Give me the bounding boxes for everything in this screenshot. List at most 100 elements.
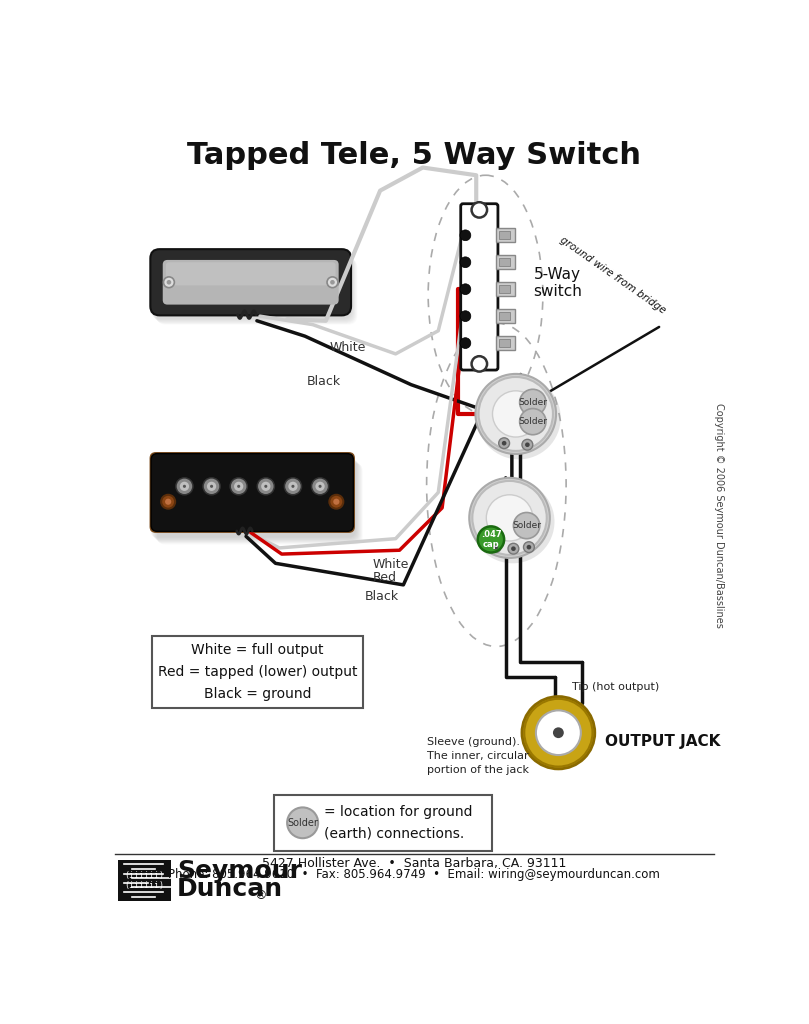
Text: White = full output
Red = tapped (lower) output
Black = ground: White = full output Red = tapped (lower)… — [158, 643, 358, 700]
Circle shape — [523, 542, 535, 553]
Circle shape — [231, 478, 247, 494]
Text: 5-Way
switch: 5-Way switch — [534, 267, 582, 299]
Text: Black: Black — [307, 375, 341, 388]
Circle shape — [183, 484, 186, 487]
Circle shape — [472, 481, 547, 555]
Circle shape — [460, 230, 471, 241]
Circle shape — [288, 481, 298, 490]
Circle shape — [327, 276, 338, 288]
Text: Duncan: Duncan — [177, 877, 283, 901]
Text: White: White — [330, 341, 366, 354]
Circle shape — [316, 481, 324, 490]
Circle shape — [522, 696, 595, 769]
Circle shape — [284, 477, 303, 496]
Text: Phone: 805.964.9610  •  Fax: 805.964.9749  •  Email: wiring@seymourduncan.com: Phone: 805.964.9610 • Fax: 805.964.9749 … — [168, 868, 660, 881]
Circle shape — [469, 478, 550, 558]
Circle shape — [476, 374, 556, 454]
Circle shape — [291, 484, 294, 487]
Circle shape — [460, 310, 471, 322]
Circle shape — [286, 478, 301, 494]
Text: Seymour: Seymour — [177, 859, 302, 884]
FancyBboxPatch shape — [460, 204, 498, 370]
Circle shape — [527, 545, 532, 550]
Bar — [497, 336, 515, 350]
Text: Solder: Solder — [519, 417, 548, 426]
Text: White: White — [372, 558, 409, 571]
Text: Solder: Solder — [287, 818, 318, 827]
Circle shape — [161, 495, 175, 509]
Circle shape — [258, 478, 273, 494]
Circle shape — [249, 483, 256, 489]
Text: ground wire from bridge: ground wire from bridge — [558, 236, 667, 315]
Circle shape — [522, 439, 533, 451]
FancyBboxPatch shape — [152, 636, 363, 708]
Text: Solder: Solder — [512, 521, 541, 530]
Circle shape — [176, 478, 193, 494]
Circle shape — [311, 477, 329, 496]
Circle shape — [175, 477, 193, 496]
Circle shape — [460, 284, 471, 295]
Text: Copyright © 2006 Seymour Duncan/Basslines: Copyright © 2006 Seymour Duncan/Bassline… — [714, 403, 724, 628]
Circle shape — [498, 438, 510, 449]
Circle shape — [261, 481, 270, 490]
Circle shape — [471, 480, 554, 563]
FancyBboxPatch shape — [274, 795, 493, 851]
Text: OUTPUT JACK: OUTPUT JACK — [605, 734, 720, 750]
Circle shape — [502, 441, 506, 445]
Circle shape — [265, 484, 267, 487]
Circle shape — [256, 477, 275, 496]
Circle shape — [477, 376, 561, 460]
Circle shape — [230, 477, 248, 496]
Circle shape — [493, 545, 498, 550]
Bar — [497, 228, 515, 243]
Text: Sleeve (ground).
The inner, circular
portion of the jack: Sleeve (ground). The inner, circular por… — [426, 736, 528, 775]
Circle shape — [460, 257, 471, 267]
FancyBboxPatch shape — [151, 454, 354, 531]
Circle shape — [460, 338, 471, 348]
Bar — [499, 286, 510, 293]
Circle shape — [237, 484, 240, 487]
Circle shape — [536, 711, 581, 755]
Circle shape — [511, 547, 516, 551]
Bar — [497, 309, 515, 324]
FancyBboxPatch shape — [150, 452, 355, 532]
Circle shape — [163, 276, 175, 288]
Circle shape — [207, 481, 216, 490]
Circle shape — [553, 727, 564, 738]
Circle shape — [490, 542, 501, 553]
Circle shape — [508, 544, 519, 554]
Circle shape — [524, 698, 592, 767]
Circle shape — [472, 356, 487, 372]
Text: Tapped Tele, 5 Way Switch: Tapped Tele, 5 Way Switch — [187, 140, 642, 170]
Circle shape — [519, 389, 546, 416]
Circle shape — [287, 807, 318, 839]
Circle shape — [165, 499, 172, 505]
Circle shape — [330, 280, 335, 285]
Text: .047
cap: .047 cap — [481, 529, 502, 549]
Text: Solder: Solder — [519, 398, 548, 407]
Text: Red: Red — [372, 571, 396, 584]
Circle shape — [312, 478, 328, 494]
Bar — [499, 258, 510, 266]
Circle shape — [234, 481, 244, 490]
Bar — [499, 231, 510, 240]
Circle shape — [329, 495, 343, 509]
Bar — [499, 339, 510, 347]
Circle shape — [486, 495, 533, 541]
Bar — [497, 283, 515, 296]
FancyBboxPatch shape — [166, 262, 336, 286]
Circle shape — [333, 499, 340, 505]
Text: ®: ® — [255, 890, 267, 902]
Bar — [118, 860, 171, 901]
Circle shape — [478, 526, 504, 553]
FancyBboxPatch shape — [150, 249, 351, 315]
Circle shape — [180, 481, 189, 490]
Circle shape — [202, 477, 221, 496]
Text: Black: Black — [365, 590, 399, 603]
FancyBboxPatch shape — [163, 260, 339, 304]
Bar — [499, 312, 510, 319]
Text: 5427 Hollister Ave.  •  Santa Barbara, CA. 93111: 5427 Hollister Ave. • Santa Barbara, CA.… — [262, 857, 566, 870]
Circle shape — [167, 280, 172, 285]
Circle shape — [479, 377, 553, 451]
Circle shape — [472, 202, 487, 217]
